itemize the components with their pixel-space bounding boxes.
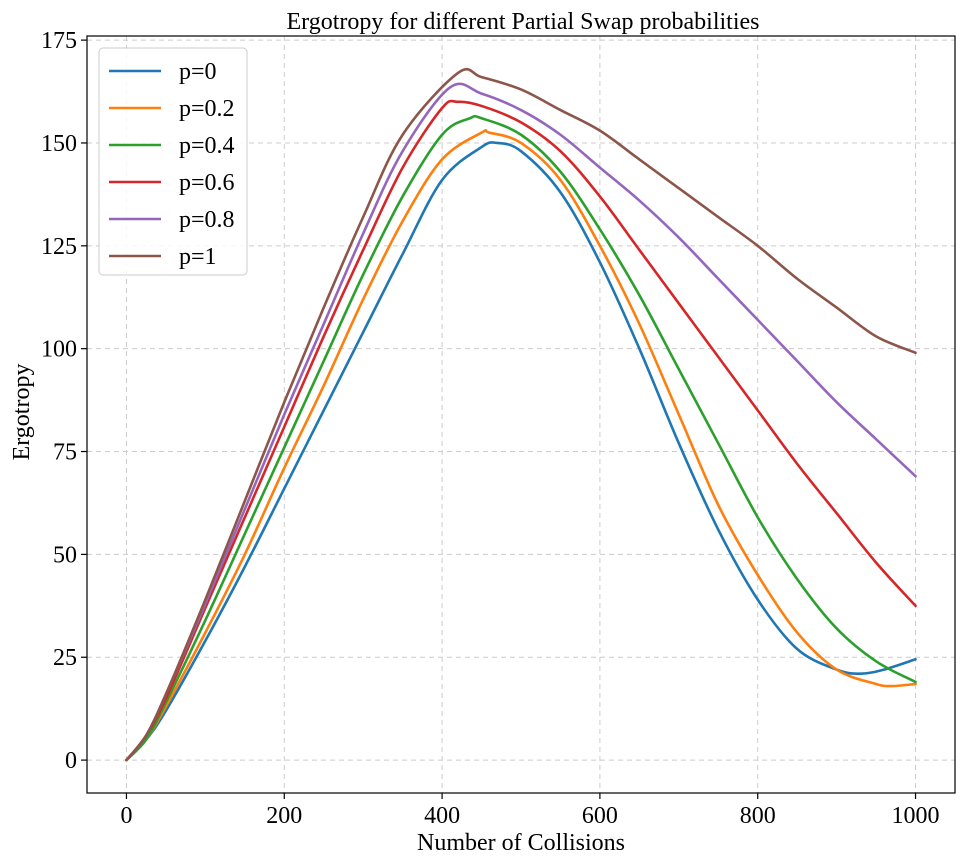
series-line-p=0.6: [125, 99, 917, 762]
series-line-p=0: [125, 141, 917, 762]
x-tick-label: 1000: [892, 803, 940, 829]
x-tick-label: 200: [266, 803, 302, 829]
x-tick-label: 600: [582, 803, 618, 829]
x-axis: 0 200 400 600 800 1000: [120, 793, 940, 829]
series-line-p=0.8: [125, 82, 917, 762]
y-tick-label: 75: [53, 440, 77, 466]
chart-title: Ergotropy for different Partial Swap pro…: [286, 9, 759, 35]
legend-label: p=0.8: [179, 207, 235, 233]
y-axis-label: Ergotropy: [9, 364, 35, 461]
series-group: [125, 67, 917, 762]
legend: p=0 p=0.2 p=0.4 p=0.6 p=0.8 p=1: [98, 47, 248, 276]
x-tick-label: 400: [424, 803, 460, 829]
series-line-p=0.4: [125, 114, 917, 762]
y-tick-label: 25: [53, 645, 77, 671]
series-line-p=0.2: [125, 128, 917, 762]
series-line-p=1: [125, 67, 917, 762]
x-tick-label: 0: [120, 803, 132, 829]
y-tick-label: 150: [41, 131, 77, 157]
legend-label: p=0.4: [179, 133, 235, 159]
legend-label: p=0.2: [179, 96, 235, 122]
plot-frame: [86, 35, 956, 794]
y-tick-label: 0: [65, 748, 77, 774]
x-tick-label: 800: [740, 803, 776, 829]
y-axis: 0 25 50 75 100 125 150 175: [41, 28, 87, 774]
legend-label: p=1: [179, 244, 217, 270]
y-tick-label: 125: [41, 234, 77, 260]
legend-box: [98, 47, 248, 276]
y-tick-label: 100: [41, 337, 77, 363]
legend-label: p=0.6: [179, 170, 235, 196]
legend-label: p=0: [179, 59, 217, 85]
x-axis-label: Number of Collisions: [417, 830, 625, 856]
y-tick-label: 50: [53, 542, 77, 568]
y-tick-label: 175: [41, 28, 77, 54]
